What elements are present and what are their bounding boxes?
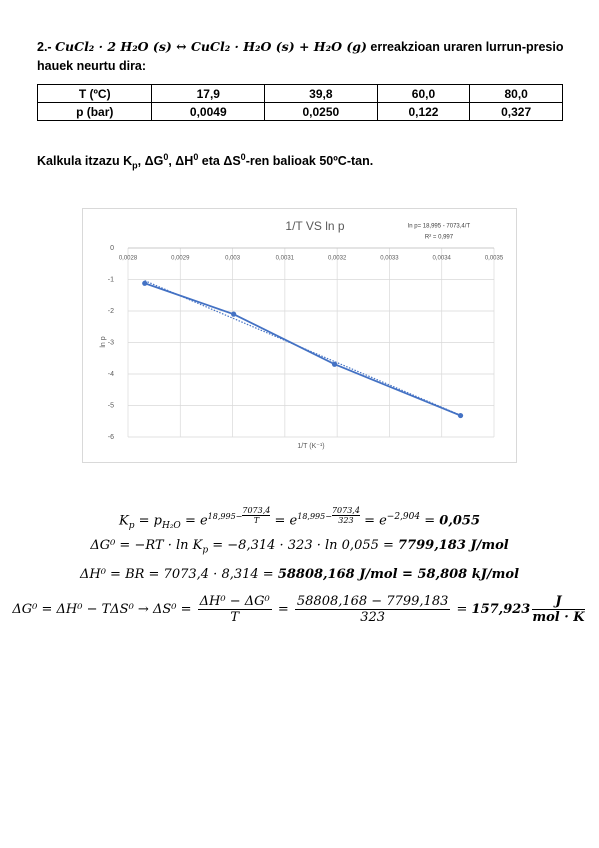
math: 58808,168 − 7799,183 [294, 594, 451, 610]
math: J [532, 594, 585, 610]
text: , ΔG [137, 154, 164, 169]
data-point [231, 311, 237, 317]
result: 0,055 [439, 513, 480, 529]
cell: 0,0049 [151, 102, 266, 121]
math: ΔH⁰ = BR = 7073,4 · 8,314 = [79, 567, 278, 582]
math: ΔG⁰ = −RT · ln K [90, 538, 203, 553]
math: 18,995− [297, 512, 332, 521]
x-tick-label: 0,0031 [276, 256, 295, 262]
math: 18,995− [207, 512, 243, 521]
cell: 80,0 [469, 84, 563, 103]
math: ΔH⁰ − ΔG⁰ [197, 594, 272, 610]
x-tick-label: 0,0034 [433, 256, 452, 262]
math: = [420, 513, 440, 529]
math: 7073,4 [242, 506, 271, 516]
y-tick-label: -5 [108, 402, 114, 409]
math: = e [359, 513, 387, 529]
math: H₂O [161, 520, 181, 531]
text: 0 [240, 152, 246, 162]
x-tick-label: 0,0032 [328, 256, 347, 262]
text: -ren balioak 50ºC-tan. [245, 154, 374, 169]
math: p [128, 520, 135, 531]
math: = e [180, 513, 208, 529]
problem: 2.- CuCl₂ · 2 H₂O (s) ↔ CuCl₂ · H₂O (s) … [37, 37, 567, 76]
cell: 60,0 [376, 84, 471, 103]
y-axis-label: ln p [100, 336, 107, 347]
math: 7073,4 [331, 506, 360, 516]
data-point [457, 412, 464, 419]
question: Kalkula itzazu Kp, ΔG0, ΔH0 eta ΔS0-ren … [37, 152, 373, 171]
math: T [253, 516, 260, 525]
y-tick-label: -2 [108, 308, 114, 315]
x-tick-label: 0,003 [225, 256, 241, 262]
equation: ΔH⁰ = BR = 7073,4 · 8,314 = 58808,168 J/… [0, 567, 599, 582]
problem-text: erreakzioan uraren lurrun-presio hauek n… [37, 40, 564, 73]
equation: Kp = pH₂O = e18,995− 7073,4 T = e18,995− 70… [0, 506, 599, 531]
text: p [132, 160, 138, 171]
cell: 39,8 [264, 84, 378, 103]
math: = [452, 602, 472, 617]
r2-label: R² = 0,997 [425, 235, 454, 241]
cell: T (ºC) [36, 84, 153, 103]
cell: 0,122 [376, 102, 471, 121]
text: eta ΔS [198, 154, 241, 169]
cell: 0,0250 [264, 102, 378, 121]
data-line [144, 282, 461, 417]
fraction: 7073,4 T [242, 506, 271, 525]
result: 58808,168 J/mol = 58,808 kJ/mol [277, 567, 520, 582]
cell: 17,9 [151, 84, 266, 103]
chart-title: 1/T VS ln p [285, 219, 344, 233]
chart: 1/T VS ln p ln p= 18,995 - 7073,4/T R² =… [100, 219, 504, 450]
cell: 0,327 [469, 102, 563, 121]
math: K [119, 513, 129, 529]
result: 157,923 [471, 602, 531, 617]
exponent: 18,995− 7073,4 T [207, 506, 271, 525]
result: 7799,183 J/mol [398, 538, 509, 553]
table-row: T (ºC) 17,9 39,8 60,0 80,0 [36, 84, 563, 103]
text: Kalkula itzazu K [37, 154, 133, 169]
fraction: ΔH⁰ − ΔG⁰ T [197, 594, 272, 625]
trendline-label: ln p= 18,995 - 7073,4/T [408, 224, 471, 230]
cell: p (bar) [36, 102, 153, 121]
math: 323 [360, 610, 386, 625]
table-row: p (bar) 0,0049 0,0250 0,122 0,327 [36, 102, 563, 121]
y-tick-label: 0 [110, 245, 114, 252]
x-tick-label: 0,0028 [119, 256, 138, 262]
math: mol · K [532, 610, 585, 625]
x-tick-label: 0,0035 [485, 256, 504, 262]
exponent: 18,995− 7073,4 323 [297, 506, 360, 525]
fraction: 7073,4 323 [331, 506, 360, 525]
x-tick-label: 0,0029 [171, 256, 190, 262]
math: ΔG⁰ = ΔH⁰ − TΔS⁰ → ΔS⁰ = [12, 602, 196, 617]
math: = −8,314 · 323 · ln 0,055 = [208, 538, 399, 553]
y-tick-label: -4 [108, 371, 114, 378]
y-tick-label: -1 [108, 276, 114, 283]
x-tick-label: 0,0033 [380, 256, 399, 262]
y-tick-label: -6 [108, 434, 114, 441]
math: = e [270, 513, 298, 529]
equation: ΔG⁰ = −RT · ln Kp = −8,314 · 323 · ln 0,… [0, 538, 599, 556]
math: = [273, 602, 293, 617]
math: 323 [338, 516, 354, 525]
fraction: 58808,168 − 7799,183 323 [294, 594, 451, 625]
equation: ΔG⁰ = ΔH⁰ − TΔS⁰ → ΔS⁰ = ΔH⁰ − ΔG⁰ T = 58… [0, 594, 599, 625]
text: 0 [163, 152, 169, 162]
math: T [230, 610, 239, 625]
chart-frame: 1/T VS ln p ln p= 18,995 - 7073,4/T R² =… [82, 208, 517, 463]
math: p [202, 545, 209, 556]
data-table: T (ºC) 17,9 39,8 60,0 80,0 p (bar) 0,0049 0,02… [36, 84, 563, 121]
text: , ΔH [168, 154, 194, 169]
math: = p [134, 513, 162, 529]
data-point [142, 280, 148, 286]
reaction: CuCl₂ · 2 H₂O (s) ↔ CuCl₂ · H₂O (s) + H₂… [55, 39, 367, 54]
y-tick-label: -3 [108, 339, 114, 346]
problem-number: 2.- [37, 40, 52, 54]
math: −2,904 [386, 512, 421, 522]
text: 0 [193, 152, 199, 162]
x-axis-label: 1/T (K⁻¹) [297, 443, 324, 450]
data-point [331, 361, 338, 367]
